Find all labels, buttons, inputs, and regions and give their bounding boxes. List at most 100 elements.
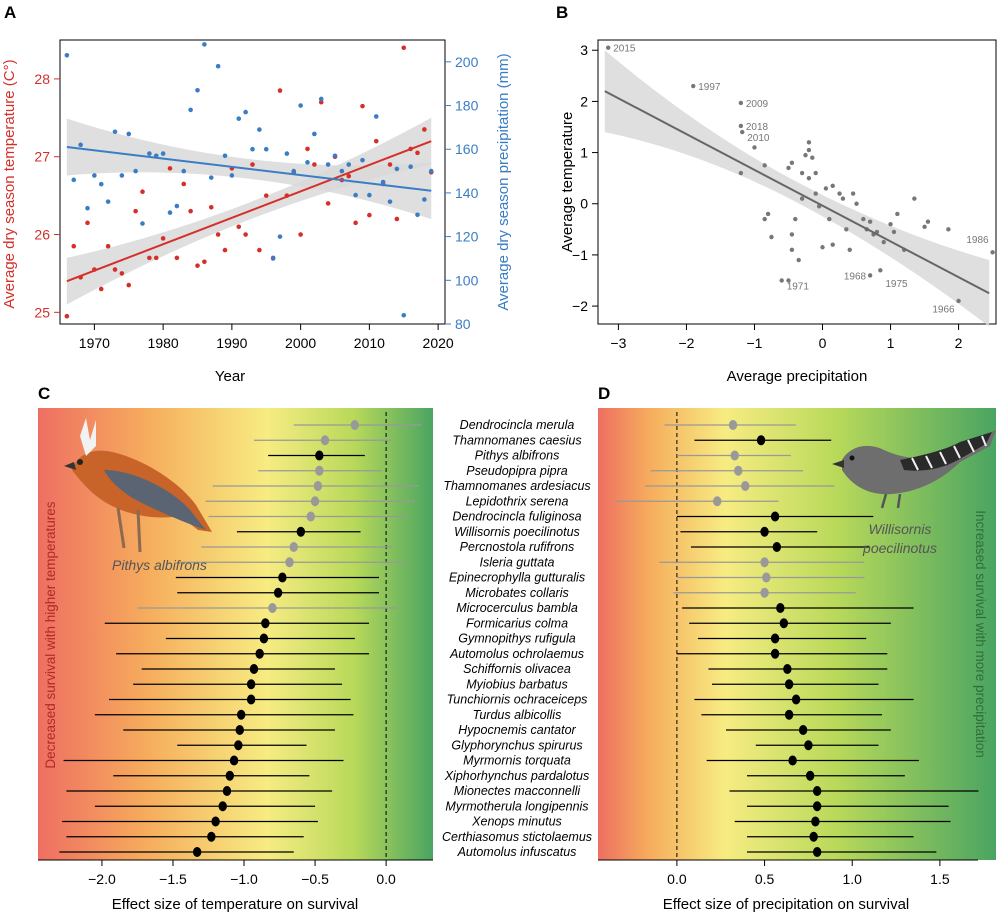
panel-b-y-tick-label: 2 <box>580 93 588 109</box>
panel-b-point <box>738 100 744 106</box>
panel-a-temp-point <box>208 204 214 210</box>
panel-c-estimate-point <box>320 435 330 446</box>
panel-c-x-tick-label: −0.5 <box>301 871 329 887</box>
panel-c-estimate-point <box>306 511 316 522</box>
species-label: Dendrocincla merula <box>460 418 575 432</box>
panel-c-estimate-point <box>235 725 244 735</box>
species-label: Tunchiornis ochraceiceps <box>447 693 588 707</box>
panel-b-point <box>867 219 873 224</box>
panel-a-precip-point <box>325 162 331 167</box>
panel-a-precip-point <box>346 162 352 167</box>
panel-a-temp-point <box>126 282 132 288</box>
panel-b-point <box>765 211 771 217</box>
panel-a-precip-point <box>401 312 407 318</box>
panel-a-temp-point <box>422 127 427 132</box>
species-label: Formicarius colma <box>466 616 568 630</box>
panel-c-estimate-point <box>315 450 324 461</box>
panel-c-estimate-point <box>246 694 256 705</box>
panel-b-point <box>796 257 801 263</box>
panel-a-right-tick-label: 120 <box>455 229 479 245</box>
panel-b-point <box>793 216 798 222</box>
panel-a-x-tick-label: 1990 <box>216 335 247 351</box>
panel-c-estimate-point <box>255 648 264 659</box>
panel-d-estimate-point <box>770 648 780 659</box>
species-label: Willisornis poecilinotus <box>454 525 580 539</box>
species-label: Automolus infuscatus <box>457 845 577 859</box>
panel-b-year-label: 1986 <box>966 235 989 246</box>
panel-a-temp-point <box>387 162 393 167</box>
panel-a-left-y-label: Average dry season temperature (C°) <box>1 59 18 308</box>
panel-a-temp-point <box>415 150 420 156</box>
panel-a-temp-point <box>195 263 200 268</box>
panel-a-left-tick-label: 25 <box>34 304 50 320</box>
panel-b-point <box>789 160 795 166</box>
panel-a-temp-point <box>147 255 152 261</box>
species-label: Certhiasomus stictolaemus <box>442 830 592 844</box>
species-label: Microcerculus bambla <box>456 601 578 615</box>
species-label: Epinecrophylla gutturalis <box>449 571 585 585</box>
panel-a-temp-point <box>153 255 159 261</box>
panel-a-temp-point <box>119 271 125 276</box>
panel-b-point <box>738 123 744 129</box>
panel-b-year-label: 1968 <box>844 271 867 282</box>
panel-a-temp-point <box>188 208 193 214</box>
panel-d-estimate-point <box>811 816 820 827</box>
panel-b-point <box>738 170 744 176</box>
panel-a-precip-point <box>291 168 297 174</box>
panel-c-bird-label: Pithys albifrons <box>112 557 207 573</box>
panel-a-precip-point <box>332 153 338 159</box>
panel-a-temp-point <box>167 166 173 171</box>
panel-a-precip-point <box>277 234 283 239</box>
panel-a-precip-point <box>85 205 90 211</box>
panel-a-precip-point <box>215 63 221 69</box>
panel-a-precip-point <box>140 221 145 226</box>
panel-a-temp-point <box>243 232 248 237</box>
panel-b-x-tick-label: −3 <box>610 335 626 351</box>
panel-b-y-tick-label: −1 <box>572 247 588 263</box>
panel-d-estimate-point <box>762 572 771 583</box>
panel-c-estimate-point <box>218 801 227 812</box>
panel-c-estimate-point <box>249 664 259 674</box>
panel-letter-c: C <box>38 384 50 403</box>
species-label: Myrmotherula longipennis <box>445 799 588 813</box>
panel-b-point <box>922 224 927 229</box>
panel-a-precip-point <box>367 192 372 198</box>
panel-c-x-axis-label: Effect size of temperature on survival <box>112 896 359 913</box>
panel-a-precip-point <box>408 164 413 170</box>
panel-a-precip-point <box>147 151 152 156</box>
panel-a-left-tick-label: 26 <box>34 227 50 243</box>
panel-b-x-tick-label: 1 <box>887 335 895 351</box>
panel-a-temp-point <box>181 181 187 187</box>
panel-d-estimate-point <box>772 542 782 552</box>
panel-a-temp-point <box>202 259 207 265</box>
panel-c-estimate-point <box>207 831 216 842</box>
panel-b-x-tick-label: −1 <box>746 335 762 351</box>
panel-c-estimate-point <box>234 740 243 751</box>
panel-b-point <box>762 163 767 168</box>
panel-b-point <box>786 278 791 283</box>
panel-d-estimate-point <box>784 679 794 690</box>
pithys-albifrons-bird-icon <box>64 418 212 553</box>
panel-a-temp-point <box>353 220 358 226</box>
panel-a-precip-point <box>360 157 365 163</box>
panel-a-right-tick-label: 100 <box>455 272 479 288</box>
panel-b-y-tick-label: 1 <box>580 145 588 161</box>
panel-a-left-tick-label: 28 <box>34 71 50 87</box>
species-label: Myrmornis torquata <box>463 754 571 768</box>
panel-d-estimate-point <box>713 496 722 507</box>
panel-a-precip-point <box>202 42 207 47</box>
panel-a-frame <box>59 39 446 325</box>
panel-d-estimate-point <box>812 786 822 796</box>
panel-d-estimate-point <box>812 847 822 857</box>
panel-b-point <box>830 183 835 189</box>
panel-b-point <box>854 201 859 206</box>
panel-b-point <box>823 186 829 191</box>
panel-c-estimate-point <box>259 633 269 644</box>
panel-d-estimate-point <box>770 633 780 644</box>
panel-d-estimate-point <box>728 420 738 430</box>
panel-c-estimate-point <box>246 679 256 690</box>
panel-d-estimate-point <box>734 465 743 476</box>
panel-letter-d: D <box>598 384 610 403</box>
panel-a-left-tick-label: 27 <box>34 149 50 165</box>
